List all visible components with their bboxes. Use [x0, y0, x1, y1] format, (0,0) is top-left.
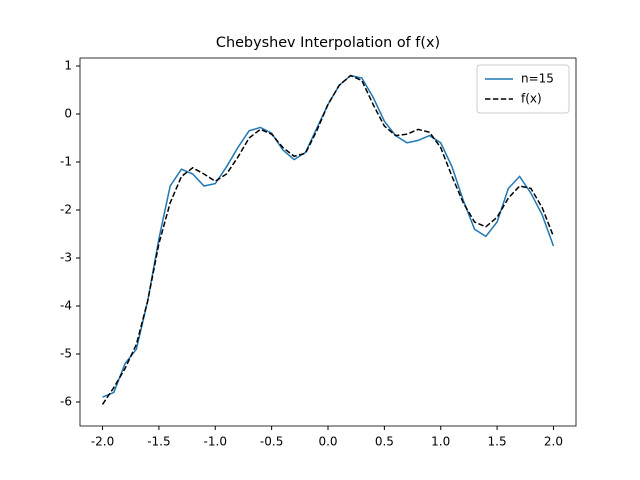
y-tick-label: -3: [60, 251, 72, 265]
x-tick-label: -2.0: [91, 435, 114, 449]
x-tick-label: -1.5: [147, 435, 170, 449]
y-tick-label: -2: [60, 203, 72, 217]
legend-label: f(x): [521, 92, 542, 106]
line: [101, 74, 555, 405]
y-tick-label: -5: [60, 347, 72, 361]
x-tick-label: 0.0: [318, 435, 337, 449]
y-tick-label: -4: [60, 299, 72, 313]
y-tick-label: -6: [60, 395, 72, 409]
y-tick-label: 1: [64, 59, 72, 73]
legend-box: [476, 64, 570, 114]
x-tick-label: 1.5: [488, 435, 507, 449]
x-tick-label: 0.5: [375, 435, 394, 449]
legend-label: n=15: [521, 72, 554, 86]
x-tick-label: -1.0: [204, 435, 227, 449]
x-tick-label: 2.0: [544, 435, 563, 449]
y-tick-label: 0: [64, 107, 72, 121]
x-tick-label: 1.0: [431, 435, 450, 449]
chart-title: Chebyshev Interpolation of f(x): [216, 35, 440, 51]
x-tick-label: -0.5: [260, 435, 283, 449]
y-tick-label: -1: [60, 155, 72, 169]
plot-frame: [79, 57, 577, 427]
